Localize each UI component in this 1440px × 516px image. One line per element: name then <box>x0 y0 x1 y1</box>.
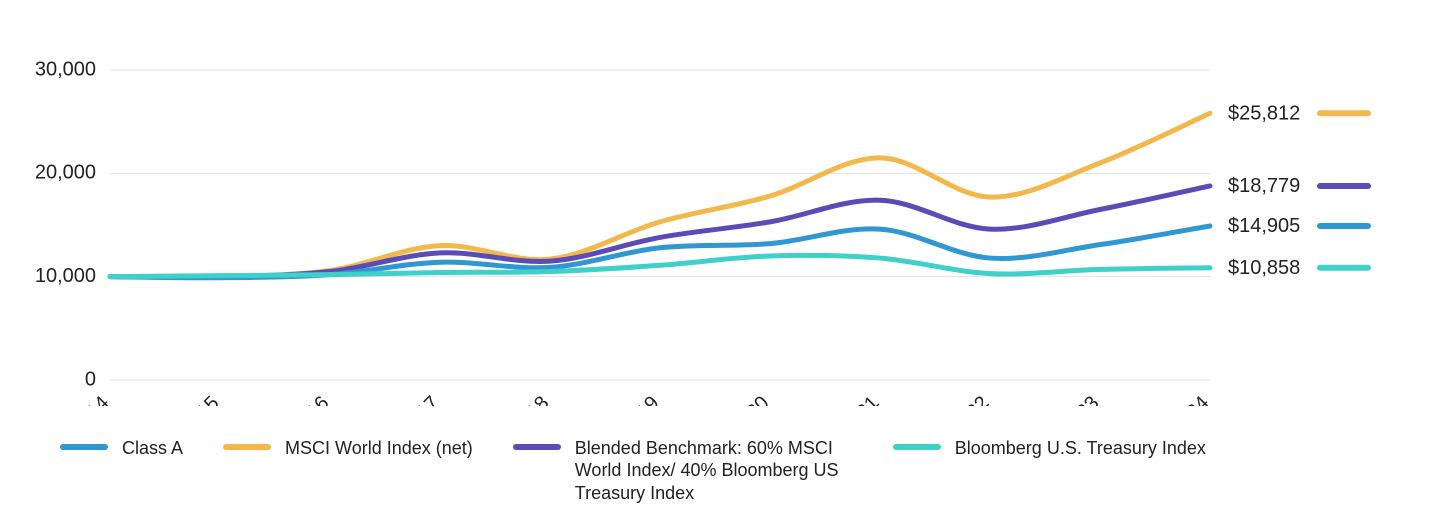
legend-label: Bloomberg U.S. Treasury Index <box>955 437 1206 460</box>
x-tick-label: 12/20 <box>723 392 774 406</box>
series-treasury <box>110 255 1210 276</box>
legend-label: Class A <box>122 437 183 460</box>
legend-swatch <box>223 444 271 450</box>
x-tick-label: 12/18 <box>503 392 554 406</box>
end-label-blended: $18,779 <box>1228 175 1300 197</box>
x-tick-label: 12/15 <box>173 392 224 406</box>
end-label-class_a: $14,905 <box>1228 215 1300 237</box>
x-tick-label: 12/19 <box>613 392 664 406</box>
x-tick-label: 12/17 <box>393 392 444 406</box>
chart-canvas: 0 10,000 20,000 30,000 12/14 12/15 12/16 12/17 1… <box>0 0 1440 406</box>
legend-swatch <box>60 444 108 450</box>
x-tick-label: 12/24 <box>1163 392 1214 406</box>
x-tick-label: 12/22 <box>943 392 994 406</box>
legend-item-msci: MSCI World Index (net) <box>223 437 473 460</box>
y-tick-label: 10,000 <box>35 265 96 287</box>
x-tick-label: 12/16 <box>283 392 334 406</box>
x-tick-label: 12/14 <box>63 392 114 406</box>
y-tick-label: 0 <box>85 368 96 390</box>
series-class_a <box>110 226 1210 278</box>
end-label-treasury: $10,858 <box>1228 257 1300 279</box>
legend-label: Blended Benchmark: 60% MSCI World Index/… <box>575 437 853 505</box>
growth-chart: 0 10,000 20,000 30,000 12/14 12/15 12/16 12/17 1… <box>0 0 1440 516</box>
legend-label: MSCI World Index (net) <box>285 437 473 460</box>
legend-swatch <box>893 444 941 450</box>
legend-item-treasury: Bloomberg U.S. Treasury Index <box>893 437 1206 460</box>
x-tick-label: 12/23 <box>1053 392 1104 406</box>
x-tick-label: 12/21 <box>833 392 884 406</box>
legend-swatch <box>513 444 561 450</box>
chart-legend: Class A MSCI World Index (net) Blended Ben… <box>60 437 1420 505</box>
end-label-msci: $25,812 <box>1228 102 1300 124</box>
y-tick-label: 30,000 <box>35 58 96 80</box>
legend-item-blended: Blended Benchmark: 60% MSCI World Index/… <box>513 437 853 505</box>
legend-item-class_a: Class A <box>60 437 183 460</box>
y-tick-label: 20,000 <box>35 162 96 184</box>
